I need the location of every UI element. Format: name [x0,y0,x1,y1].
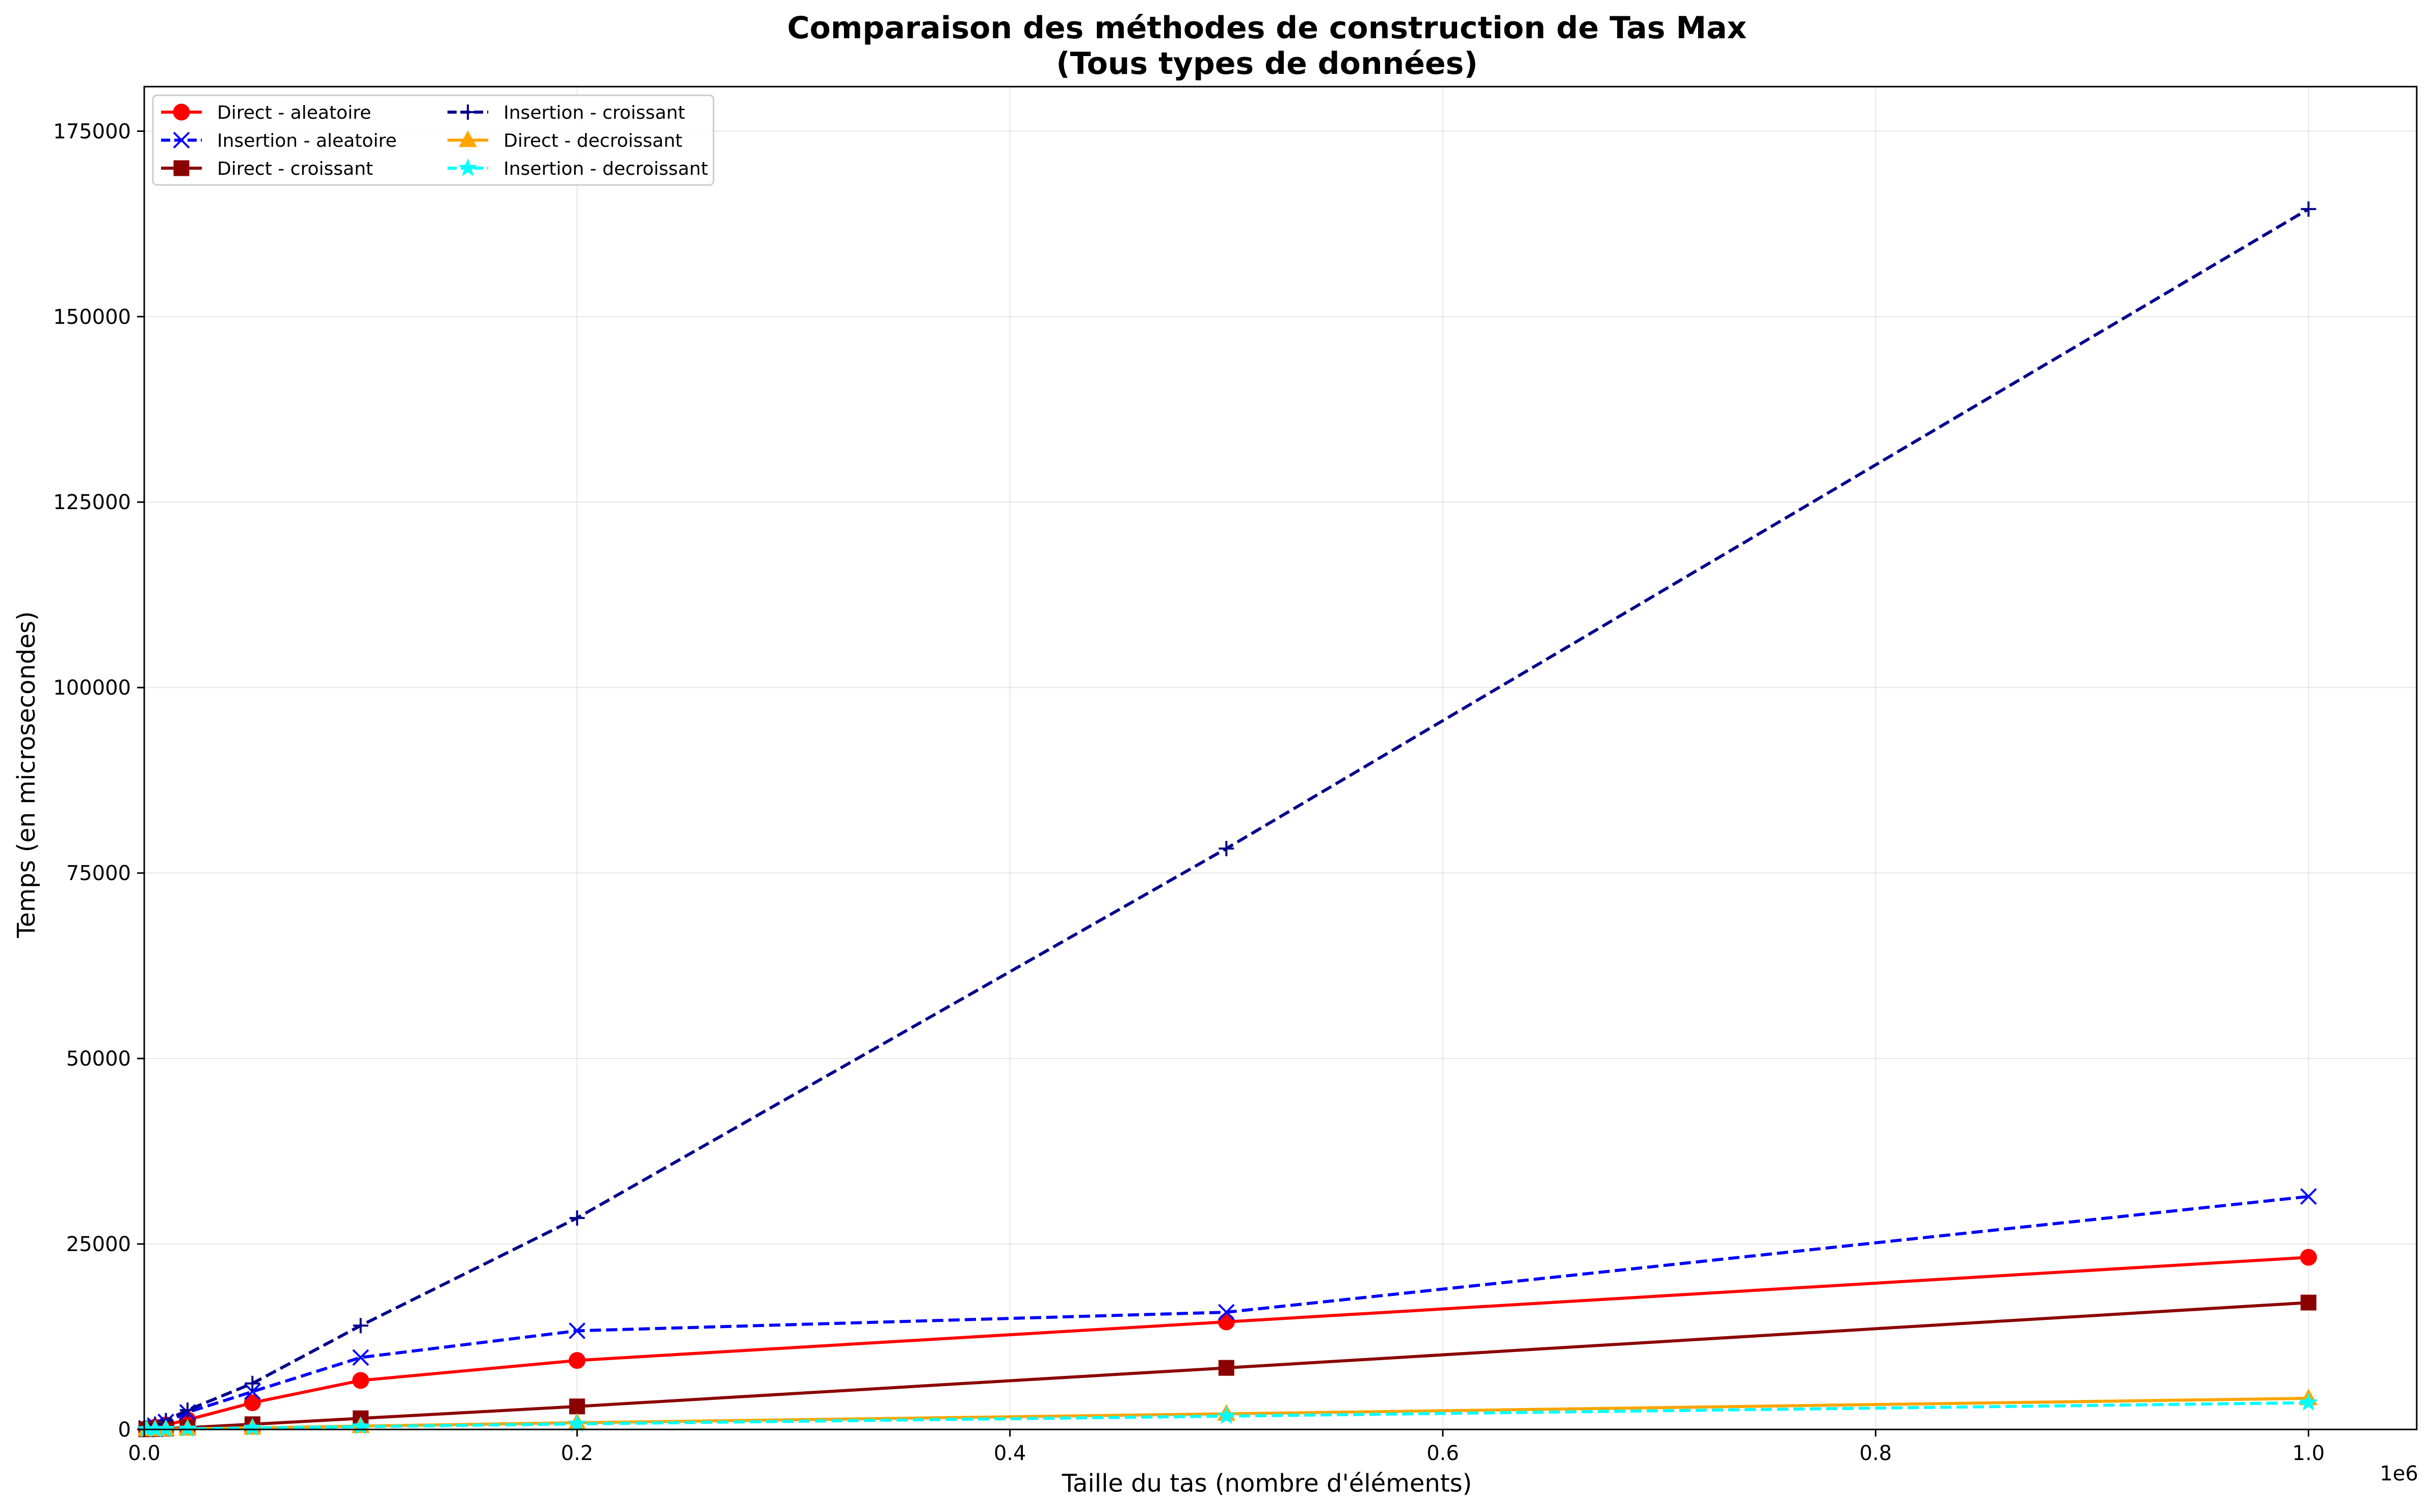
chart-subtitle: (Tous types de données) [1056,46,1478,82]
data-point [244,1383,261,1400]
x-tick-label: 0.0 [128,1442,161,1465]
legend-label: Direct - croissant [217,158,373,179]
legend-label: Direct - aleatoire [217,102,371,123]
legend-marker [173,103,190,121]
x-axis-label: Taille du tas (nombre d'éléments) [1062,1469,1472,1498]
data-point [352,1372,369,1389]
data-point [179,1402,195,1418]
data-point [567,1414,587,1432]
y-axis-label: Temps (en microsecondes) [12,611,41,938]
data-point [1218,1360,1234,1376]
data-point [1218,1304,1235,1321]
data-point [568,1322,586,1339]
y-tick-label: 50000 [66,1047,131,1071]
y-tick-label: 0 [118,1418,131,1442]
legend-item: Direct - decroissant [447,130,682,151]
x-tick-label: 0.6 [1426,1442,1459,1465]
x-tick-label: 1.0 [2292,1442,2325,1465]
y-tick-label: 175000 [53,120,131,143]
data-point [2299,1393,2318,1411]
legend-label: Insertion - croissant [504,102,685,123]
data-point [569,1210,585,1226]
x-axis-offset-label: 1e6 [2380,1462,2418,1486]
legend-item: Direct - croissant [161,158,373,179]
chart-title: Comparaison des méthodes de construction… [787,10,1747,46]
legend-item: Insertion - aleatoire [161,130,397,151]
series-5 [137,1393,2318,1438]
data-point [568,1352,586,1369]
data-point [2300,1188,2317,1205]
legend-item: Direct - aleatoire [161,102,371,123]
data-point [156,1419,175,1438]
data-point [2301,201,2316,217]
legend-label: Insertion - aleatoire [217,130,397,151]
data-point [2301,1294,2317,1311]
data-point [2300,1249,2317,1266]
data-point [244,1394,261,1412]
legend-marker [173,160,190,176]
data-point [243,1418,262,1436]
legend-label: Insertion - decroissant [504,158,708,179]
x-tick-label: 0.4 [994,1442,1026,1465]
data-point [353,1318,368,1334]
y-tick-label: 25000 [66,1233,131,1256]
y-tick-label: 125000 [53,491,131,514]
legend-box [152,94,715,186]
data-point [1217,1406,1236,1424]
legend-item: Insertion - croissant [447,102,685,123]
data-point [178,1419,197,1437]
y-tick-label: 150000 [53,305,131,329]
y-tick-label: 75000 [66,862,131,885]
plot-frame [143,86,2418,1430]
x-tick-label: 0.2 [561,1442,594,1465]
legend-label: Direct - decroissant [504,130,682,151]
data-point [245,1375,260,1391]
legend-marker [460,104,475,120]
axes: 0.0 0.2 0.4 0.6 0.8 1.0 0 25000 50000 75000 100000… [53,86,2418,1465]
legend-marker [459,130,477,147]
legend: Direct - aleatoire Insertion - aleatoire D… [152,94,715,186]
data-point [351,1417,371,1435]
legend-marker [458,158,478,176]
grid [144,87,2417,1430]
data-point [352,1349,369,1366]
legend-item: Insertion - decroissant [447,158,708,179]
legend-marker [173,131,190,149]
data-point [569,1398,585,1415]
x-tick-label: 0.8 [1860,1442,1892,1465]
data-point [1218,1313,1235,1331]
y-tick-label: 100000 [53,676,131,700]
data-point [1219,841,1234,857]
